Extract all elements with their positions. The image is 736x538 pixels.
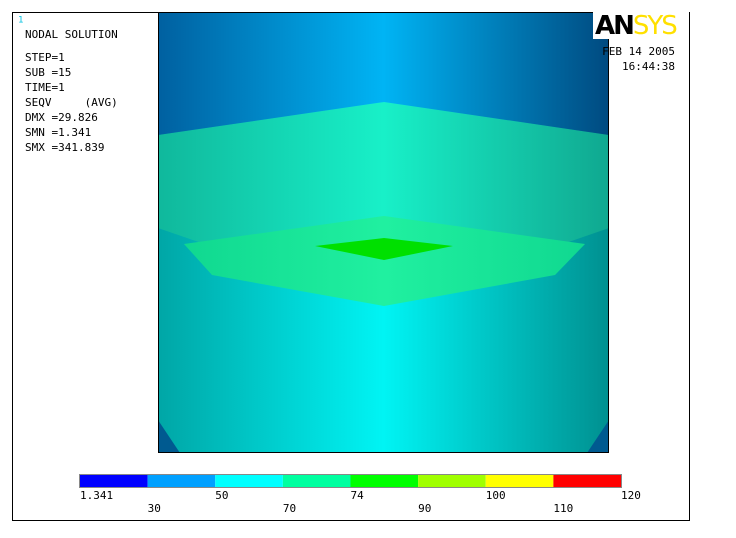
legend-label: 50 — [215, 489, 228, 502]
info-title: NODAL SOLUTION — [25, 28, 118, 41]
corner — [587, 420, 609, 453]
plot-border — [158, 12, 609, 453]
legend-label: 100 — [486, 489, 506, 502]
info-line: SUB =15 — [25, 66, 71, 79]
region-light-green — [184, 216, 585, 306]
info-line: SMX =341.839 — [25, 141, 104, 154]
time: 16:44:38 — [622, 60, 675, 73]
logo-sys: SYS — [633, 11, 677, 41]
legend-label: 120 — [621, 489, 641, 502]
date: FEB 14 2005 — [602, 45, 675, 58]
info-line: STEP=1 — [25, 51, 65, 64]
logo-box — [593, 12, 689, 39]
info-line: DMX =29.826 — [25, 111, 98, 124]
panel — [14, 14, 157, 38]
legend-swatch — [350, 475, 419, 487]
info-line: TIME=1 — [25, 81, 65, 94]
logo: ANSYS — [595, 11, 677, 41]
legend-swatch — [553, 475, 621, 487]
legend-label: 70 — [283, 502, 296, 515]
logo-an: AN — [595, 11, 633, 41]
region-green — [315, 238, 453, 260]
legend-swatch — [485, 475, 554, 487]
legend-label: 90 — [418, 502, 431, 515]
info-lines: STEP=1 SUB =15 TIME=1 SEQV (AVG) DMX =29.826… — [25, 51, 118, 154]
legend-label: 30 — [148, 502, 161, 515]
info-line: SMN =1.341 — [25, 126, 91, 139]
legend-swatch — [282, 475, 351, 487]
region-blue — [158, 12, 609, 135]
legend-swatch — [80, 475, 148, 487]
info-line: SEQV (AVG) — [25, 96, 118, 109]
legend-label: 74 — [351, 489, 365, 502]
legend-swatch — [418, 475, 486, 487]
corner — [158, 420, 180, 453]
legend-label: 110 — [553, 502, 573, 515]
legend-swatch — [215, 475, 283, 487]
legend: 1.341 30 50 70 74 90 100 110 120 — [79, 474, 641, 515]
legend-swatch — [147, 475, 216, 487]
legend-border — [79, 474, 622, 488]
contour-plot — [158, 12, 609, 453]
legend-label: 1.341 — [80, 489, 113, 502]
window-number: 1 — [18, 16, 23, 26]
